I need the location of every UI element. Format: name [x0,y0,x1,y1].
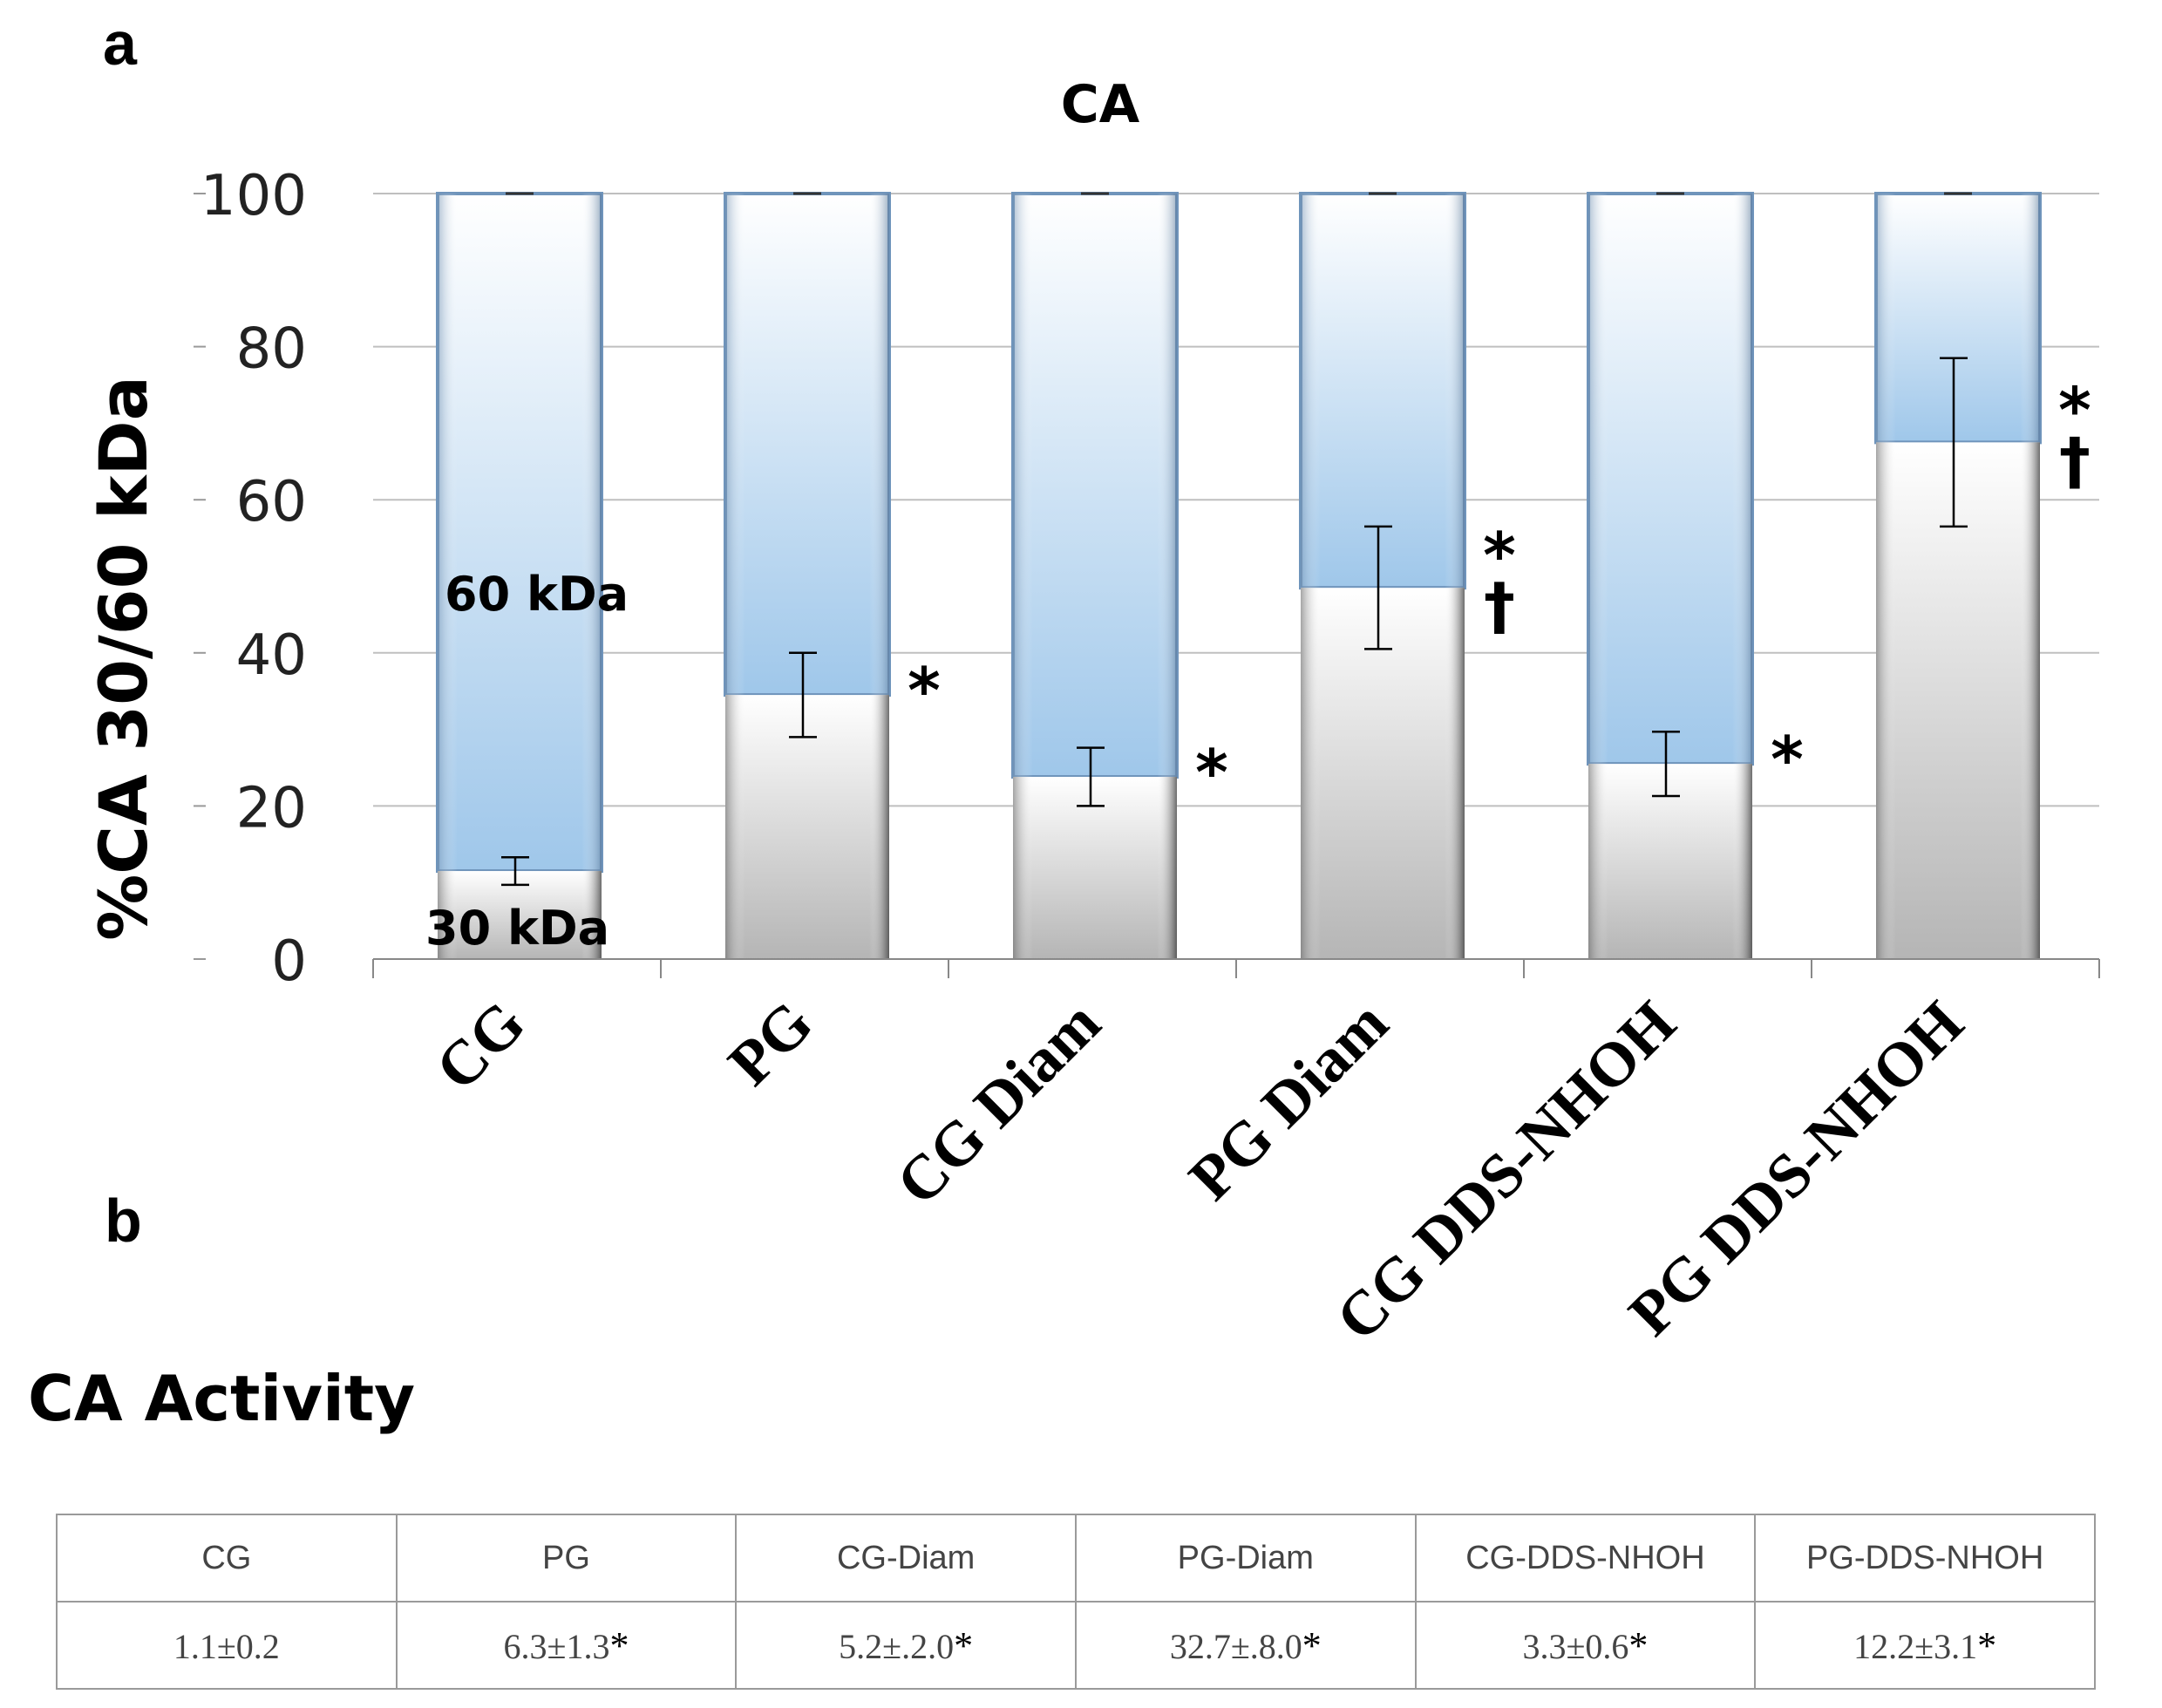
significance-mark: * [1483,519,1516,592]
x-tick-label: CG [422,988,538,1104]
y-tick-label: 20 [236,776,307,840]
y-tick-label: 0 [271,929,307,994]
x-tick-label: CG Diam [883,988,1113,1218]
y-tick-label: 40 [236,623,307,688]
activity-value-cell: 3.3±0.6* [1414,1601,1757,1690]
significance-mark: * [2058,373,2091,446]
activity-value-cell: 6.3±1.3* [395,1601,738,1690]
significance-mark: * [1302,1623,1322,1667]
activity-value: 6.3±1.3 [503,1626,610,1666]
y-tick-label: 60 [236,470,307,534]
significance-mark: † [1484,569,1515,643]
chart-title: CA [1061,74,1140,135]
panel-label-a: a [103,10,137,78]
bar-shade-30kda [725,695,889,959]
bar-shade-30kda [1876,442,2040,960]
significance-mark: * [609,1623,629,1667]
gridlines [373,193,2099,807]
activity-value: 12.2±3.1 [1853,1626,1978,1666]
series-label-30kda: 30 kDa [425,901,609,956]
activity-table: CG PG CG-Diam PG-Diam CG-DDS-NHOH PG-DDS… [56,1514,2096,1690]
activity-header-cell: PG-Diam [1074,1514,1417,1603]
activity-header-row: CG PG CG-Diam PG-Diam CG-DDS-NHOH PG-DDS… [56,1514,2096,1603]
activity-value: 5.2±.2.0 [839,1626,955,1666]
activity-header-cell: PG-DDS-NHOH [1754,1514,2096,1603]
y-axis-label: %CA 30/60 kDa [85,376,162,941]
significance-mark: * [954,1623,974,1667]
activity-value: 3.3±0.6 [1522,1626,1629,1666]
bar-shade-30kda [1301,588,1465,959]
y-tick-label: 80 [236,317,307,382]
activity-value-cell: 32.7±.8.0* [1074,1601,1417,1690]
activity-value: 32.7±.8.0 [1169,1626,1302,1666]
bar-shade-60kda [1588,194,1752,765]
significance-mark: * [1195,736,1228,809]
significance-mark: * [1977,1623,1997,1667]
bar-shade-60kda [725,194,889,696]
significance-mark: * [1628,1623,1649,1667]
bar-shade-30kda [1588,764,1752,959]
activity-header-cell: CG-Diam [735,1514,1077,1603]
x-tick-label: PG Diam [1176,988,1402,1214]
series-label-60kda: 60 kDa [445,567,629,622]
activity-value-cell: 12.2±3.1* [1754,1601,2096,1690]
panel-label-b: b [105,1187,142,1255]
activity-value-cell: 1.1±0.2 [56,1601,398,1690]
bar-shade-60kda [1876,194,2040,443]
bar-shade-30kda [1013,777,1177,959]
bar-shade-60kda [1013,194,1177,778]
activity-header-cell: PG [395,1514,738,1603]
activity-value-cell: 5.2±.2.0* [735,1601,1077,1690]
bar-shade-60kda [438,194,602,872]
activity-value-row: 1.1±0.2 6.3±1.3* 5.2±.2.0* 32.7±.8.0* 3.… [56,1601,2096,1690]
activity-header-cell: CG-DDS-NHOH [1414,1514,1757,1603]
bar-shade-60kda [1301,194,1465,589]
significance-mark: † [2059,424,2091,497]
activity-header-cell: CG [56,1514,398,1603]
significance-mark: * [1771,723,1804,796]
x-tick-label: PG [715,988,826,1099]
activity-value: 1.1±0.2 [173,1626,280,1666]
significance-mark: * [908,654,941,727]
bars: ***†**† [436,192,2091,960]
activity-title: CA Activity [28,1362,416,1435]
y-tick-label: 100 [201,164,307,228]
